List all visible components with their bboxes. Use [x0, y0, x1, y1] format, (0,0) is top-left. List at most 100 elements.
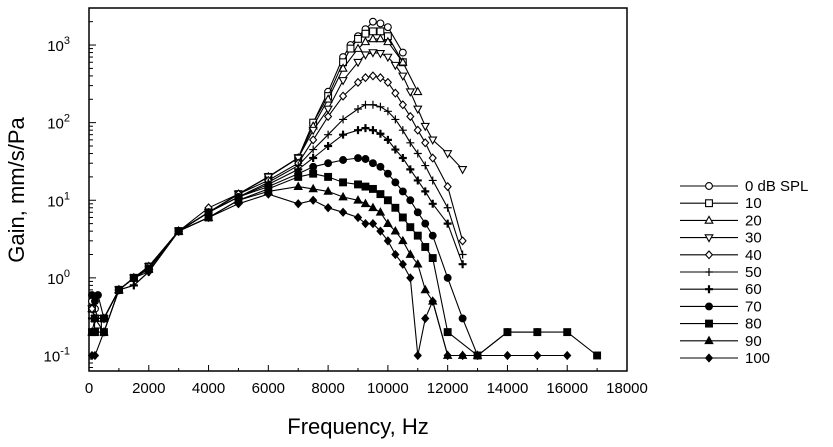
series-line [92, 173, 598, 357]
series-layer [87, 17, 602, 361]
legend-item: 40 [680, 247, 762, 264]
data-point [376, 162, 385, 171]
series-10 [87, 189, 572, 361]
data-point [323, 105, 333, 115]
data-point [368, 33, 378, 43]
data-point [360, 51, 371, 60]
data-point [338, 191, 348, 201]
legend-item: 80 [680, 316, 762, 333]
series-5 [87, 100, 467, 323]
y-axis-ticks: 10-1 100 101 102 103 [44, 21, 96, 369]
data-point [368, 218, 378, 229]
data-point [503, 328, 512, 337]
data-point [376, 19, 385, 28]
data-point [90, 350, 100, 361]
data-point [443, 203, 452, 212]
data-point [376, 73, 385, 83]
data-point [391, 88, 400, 98]
data-point [413, 176, 422, 185]
data-point [309, 145, 318, 154]
legend-item: 60 [680, 281, 762, 298]
data-point [398, 72, 408, 82]
legend-marker [705, 285, 713, 294]
data-point [368, 17, 377, 26]
legend-label: 20 [745, 212, 762, 229]
data-point [420, 284, 430, 294]
data-point [398, 154, 407, 163]
legend-marker [704, 234, 714, 243]
data-point [398, 213, 407, 222]
data-point [294, 199, 303, 209]
x-tick-label: 8000 [311, 380, 344, 397]
data-point [383, 23, 392, 32]
data-point [413, 86, 423, 96]
x-tick-label: 2000 [132, 380, 165, 397]
data-point [398, 235, 408, 245]
data-point [420, 122, 430, 132]
data-point [323, 203, 333, 213]
y-axis-title: Gain, mm/s/Pa [4, 116, 29, 262]
data-point [443, 350, 452, 361]
legend-label: 10 [745, 195, 762, 212]
data-point [391, 115, 400, 124]
data-point [174, 226, 183, 236]
data-point [368, 126, 377, 135]
data-point [338, 77, 348, 86]
legend-label: 0 dB SPL [745, 178, 808, 195]
data-point [391, 178, 400, 187]
legend-marker [704, 353, 714, 363]
legend-label: 50 [745, 264, 762, 281]
data-point [339, 156, 348, 164]
data-point [398, 100, 407, 110]
data-point [398, 187, 407, 196]
data-point [353, 58, 363, 68]
data-point [324, 142, 333, 151]
data-point [361, 100, 370, 109]
data-point [360, 198, 371, 208]
data-point [309, 195, 318, 205]
legend-marker [705, 182, 713, 190]
y-tick-label: 100 [47, 268, 70, 288]
series-line [91, 38, 419, 319]
data-point [503, 350, 512, 361]
data-point [375, 33, 386, 43]
data-point [376, 129, 385, 138]
y-tick-label: 102 [47, 113, 70, 133]
data-point [309, 135, 318, 145]
legend-item: 30 [680, 230, 762, 247]
data-point [294, 172, 303, 181]
data-point [383, 169, 392, 178]
series-line [91, 186, 478, 357]
data-point [413, 208, 422, 217]
series-line [92, 193, 568, 357]
data-point [473, 350, 482, 361]
data-point [398, 259, 407, 269]
data-point [563, 350, 572, 361]
series-8 [88, 169, 602, 360]
data-point [383, 135, 392, 144]
legend-marker [705, 199, 713, 208]
data-point [309, 169, 318, 178]
data-point [405, 88, 416, 97]
data-point [234, 199, 243, 209]
data-point [339, 130, 348, 139]
legend-label: 40 [745, 247, 762, 264]
data-point [354, 104, 362, 113]
x-tick-label: 10000 [367, 380, 409, 397]
legend-marker [704, 335, 714, 345]
legend-item: 50 [680, 264, 762, 281]
x-tick-label: 12000 [427, 380, 469, 397]
data-point [354, 34, 362, 43]
data-point [323, 111, 333, 122]
data-point [309, 162, 318, 171]
data-point [323, 186, 333, 195]
data-point [443, 328, 452, 337]
data-point [129, 281, 138, 290]
data-point [421, 243, 430, 251]
data-point [428, 231, 437, 240]
data-point [361, 218, 370, 229]
legend-marker [704, 215, 714, 224]
data-point [354, 126, 362, 135]
data-point [413, 125, 422, 135]
